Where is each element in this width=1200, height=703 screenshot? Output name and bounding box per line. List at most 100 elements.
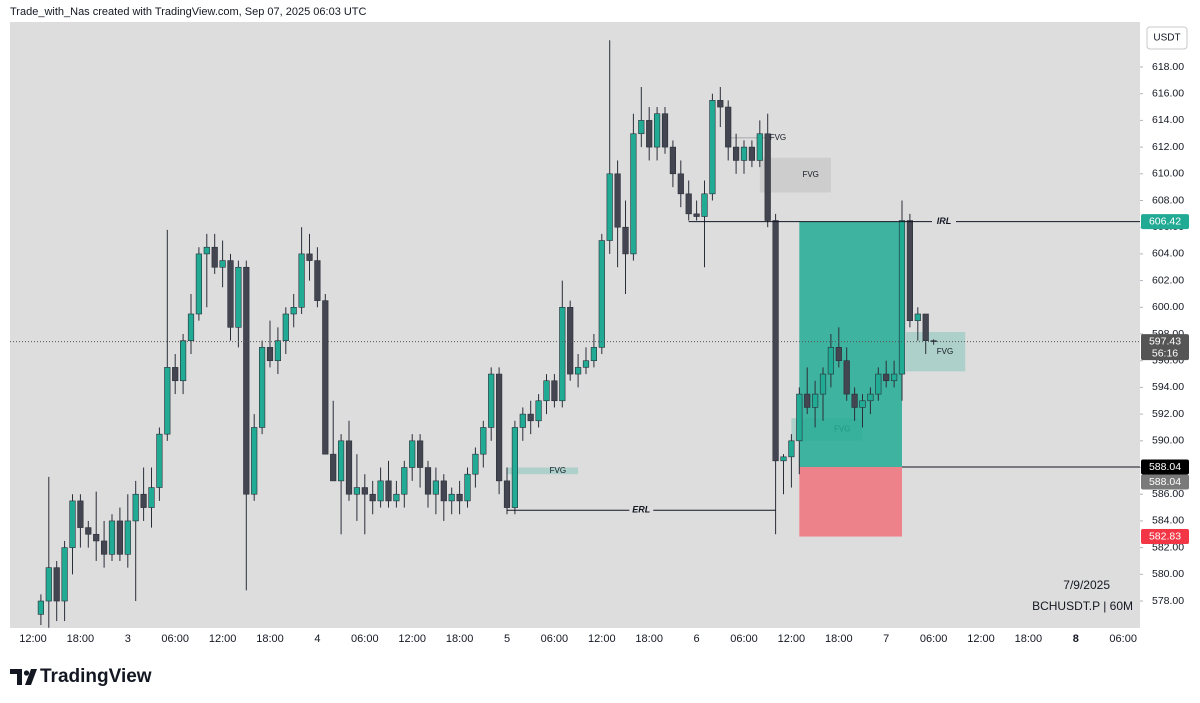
x-tick-label: 06:00 xyxy=(920,633,948,645)
candle-body xyxy=(116,520,123,555)
y-tick-label: 612.00 xyxy=(1152,141,1184,153)
x-tick-label: 3 xyxy=(125,633,131,645)
candle-body xyxy=(606,173,613,241)
y-tick-label: 584.00 xyxy=(1152,515,1184,527)
candle-body xyxy=(148,487,155,508)
candle-body xyxy=(369,493,376,502)
candle-body xyxy=(875,373,882,395)
price-label-box xyxy=(1141,214,1189,230)
y-tick-label: 604.00 xyxy=(1152,248,1184,260)
plot-background xyxy=(10,22,1140,628)
price-axis: 578.00580.00582.00584.00586.00588.00590.… xyxy=(1140,26,1189,607)
candle-body xyxy=(180,340,187,382)
x-tick-label: 12:00 xyxy=(588,633,616,645)
candle-body xyxy=(543,380,550,402)
candle-body xyxy=(796,393,803,442)
y-tick-label: 586.00 xyxy=(1152,488,1184,500)
price-label: 588.04 xyxy=(1149,476,1181,488)
x-tick-label: 12:00 xyxy=(398,633,426,645)
candle-body xyxy=(653,113,661,148)
candle-body xyxy=(804,393,811,408)
x-tick-label: 12:00 xyxy=(967,633,995,645)
candle-body xyxy=(669,146,676,175)
profit-zone xyxy=(799,221,902,467)
candle-body xyxy=(930,340,937,342)
candle-body xyxy=(780,456,787,462)
y-tick-label: 614.00 xyxy=(1152,114,1184,126)
candle-body xyxy=(906,220,913,321)
x-tick-label: 06:00 xyxy=(730,633,758,645)
candle-body xyxy=(108,520,116,555)
candle-body xyxy=(361,487,368,495)
y-tick-label: 602.00 xyxy=(1152,274,1184,286)
candle-body xyxy=(187,313,195,341)
candle-body xyxy=(756,133,763,161)
candle-body xyxy=(898,220,906,375)
candle-body xyxy=(677,173,684,195)
candle-body xyxy=(101,540,108,555)
candle-body xyxy=(772,220,779,462)
candle-body xyxy=(440,480,447,502)
x-tick-label: 18:00 xyxy=(67,633,95,645)
candle-body xyxy=(574,367,582,375)
currency-box xyxy=(1146,26,1188,50)
candle-body xyxy=(456,493,463,502)
candle-body xyxy=(243,266,250,495)
y-tick-label: 616.00 xyxy=(1152,87,1184,99)
x-tick-label: 06:00 xyxy=(1109,633,1137,645)
candle-body xyxy=(385,480,392,502)
candle-body xyxy=(330,453,337,482)
candle-body xyxy=(266,347,274,362)
candle-body xyxy=(172,367,179,382)
price-label-box xyxy=(1141,334,1189,361)
price-label-box xyxy=(1141,459,1189,475)
candle-body xyxy=(290,307,297,315)
candle-body xyxy=(401,467,408,495)
candle-body xyxy=(353,487,361,495)
candle-body xyxy=(448,493,455,502)
y-tick-label: 608.00 xyxy=(1152,194,1184,206)
price-label: 582.83 xyxy=(1149,530,1181,542)
candle-body xyxy=(322,300,329,455)
x-tick-label: 06:00 xyxy=(351,633,379,645)
x-tick-label: 06:00 xyxy=(541,633,569,645)
candle-body xyxy=(851,393,858,408)
candle-body xyxy=(219,260,226,268)
level-label-bg xyxy=(629,504,654,517)
candle-body xyxy=(480,427,487,455)
logo-slash xyxy=(25,669,37,685)
candle-body xyxy=(140,493,147,508)
candle-body xyxy=(614,173,621,228)
candle-body xyxy=(740,146,748,161)
y-tick-label: 580.00 xyxy=(1152,568,1184,580)
y-tick-label: 618.00 xyxy=(1152,61,1184,73)
y-tick-label: 582.00 xyxy=(1152,541,1184,553)
y-tick-label: 590.00 xyxy=(1152,435,1184,447)
candle-body xyxy=(495,373,503,482)
candle-body xyxy=(638,120,645,135)
candle-body xyxy=(661,113,669,148)
currency: USDT xyxy=(1153,33,1180,44)
candle-body xyxy=(630,133,637,255)
candle-body xyxy=(567,307,574,375)
candle-body xyxy=(827,347,834,375)
candle-body xyxy=(464,473,471,502)
candle-body xyxy=(914,313,921,321)
candle-body xyxy=(748,146,755,161)
x-tick-label: 8 xyxy=(1073,633,1079,645)
price-label: 588.04 xyxy=(1149,461,1181,473)
candle-body xyxy=(646,120,653,148)
logo xyxy=(10,669,37,685)
price-label-box xyxy=(1141,529,1189,545)
candle-body xyxy=(883,373,890,382)
y-tick-label: 578.00 xyxy=(1152,595,1184,607)
candle-body xyxy=(551,380,558,402)
x-tick-label: 18:00 xyxy=(446,633,474,645)
candle-body xyxy=(258,347,266,428)
fvg-label: FVG xyxy=(550,466,566,475)
candle-body xyxy=(559,307,566,402)
fvg-label: FVG xyxy=(937,347,953,356)
fvg-zone xyxy=(728,137,768,139)
logo-mark xyxy=(10,669,22,685)
